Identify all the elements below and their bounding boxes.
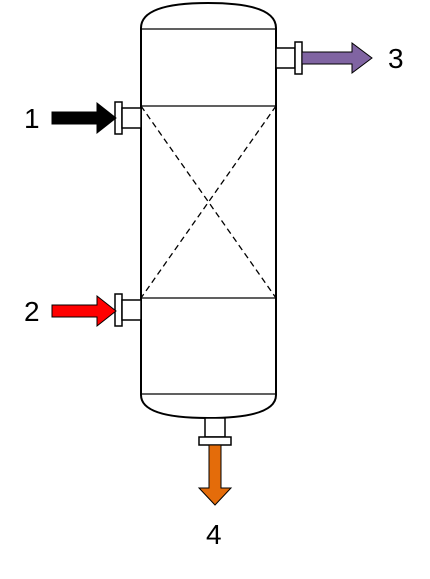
nozzle-2 — [114, 293, 142, 327]
stream-4-label: 4 — [206, 519, 222, 550]
nozzle-1 — [114, 101, 142, 135]
stream-2-label: 2 — [24, 296, 40, 327]
stream-2-arrow — [51, 294, 117, 328]
stream-4-arrow — [197, 444, 233, 506]
stream-3-label: 3 — [388, 43, 404, 74]
stream-3-arrow — [301, 42, 373, 74]
packing-diagonal-2 — [140, 105, 277, 299]
stream-1-arrow — [51, 101, 117, 135]
packing-diagonal-1 — [140, 105, 277, 299]
nozzle-4 — [198, 417, 232, 446]
column-vessel — [140, 1, 277, 420]
stream-1-label: 1 — [24, 103, 40, 134]
nozzle-3 — [275, 41, 303, 75]
